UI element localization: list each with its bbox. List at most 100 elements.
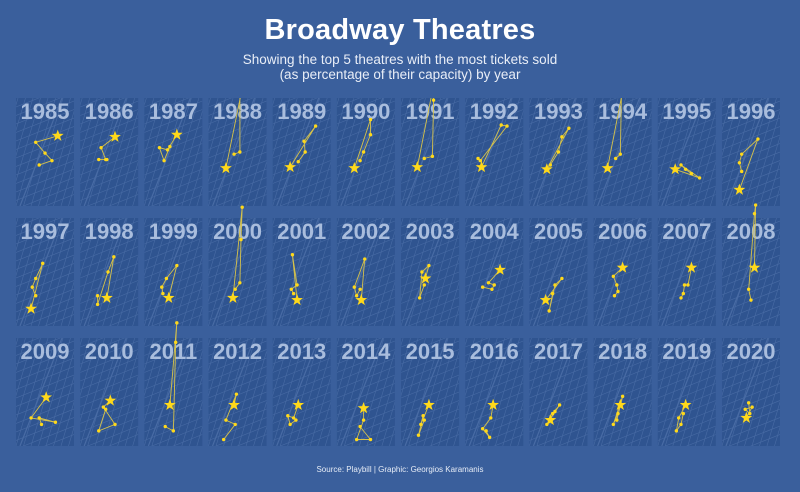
year-panel-2005: 2005 (529, 218, 588, 326)
top-theatre-star (40, 391, 53, 403)
theatre-dot-rank-2 (290, 253, 295, 257)
theatre-dot-rank-5 (105, 157, 109, 162)
top-theatre-star (733, 183, 746, 195)
year-label: 1993 (534, 99, 583, 124)
year-panel-1986: 1986 (80, 98, 139, 206)
theatre-dot-rank-5 (681, 411, 686, 416)
theatre-dot-rank-4 (303, 150, 307, 154)
theatre-dot-rank-4 (354, 294, 359, 298)
theatre-dot-rank-3 (740, 152, 744, 156)
theatre-dot-rank-5 (95, 294, 100, 298)
top-theatre-star (292, 398, 305, 410)
theatre-dot-rank-3 (295, 283, 299, 287)
year-panel-2001: 2001 (272, 218, 331, 326)
theatre-dot-rank-5 (616, 411, 620, 416)
year-panel-1998: 1998 (80, 218, 139, 326)
theatre-dot-rank-2 (750, 405, 754, 409)
year-panel-1997: 1997 (16, 218, 74, 326)
year-panel-1987: 1987 (144, 98, 203, 206)
top-theatre-star (100, 291, 113, 303)
year-label: 2001 (277, 219, 326, 244)
theatre-dot-rank-2 (40, 261, 45, 266)
year-panel-2019: 2019 (657, 338, 716, 446)
year-panel-2013: 2013 (272, 338, 331, 446)
theatre-dot-rank-3 (553, 283, 557, 287)
top-theatre-star (170, 128, 183, 140)
theatre-dot-rank-3 (743, 407, 747, 411)
theatre-dot-rank-2 (615, 418, 619, 422)
theatre-dot-rank-4 (97, 429, 101, 433)
chart-title: Broadway Theatres (264, 14, 536, 46)
top-theatre-star (104, 394, 117, 406)
year-panel-2018: 2018 (593, 338, 652, 446)
theatre-dot-rank-5 (358, 424, 362, 429)
theatre-dot-rank-3 (354, 437, 359, 442)
top-theatre-star (357, 402, 370, 414)
theatre-dot-rank-5 (679, 296, 683, 300)
year-label: 2010 (85, 339, 134, 364)
top-theatre-star (25, 302, 37, 314)
theatre-dot-rank-3 (492, 283, 496, 287)
theatre-dot-rank-5 (422, 283, 426, 287)
top-theatre-star (669, 163, 682, 175)
year-label: 2007 (662, 219, 711, 244)
theatre-dot-rank-3 (106, 270, 110, 274)
theatre-dot-rank-5 (358, 287, 362, 291)
theatre-dot-rank-2 (291, 416, 296, 420)
theatre-dot-rank-5 (480, 285, 485, 289)
street-grid (208, 98, 267, 206)
theatre-dot-rank-2 (34, 140, 38, 144)
theatre-dot-rank-5 (749, 298, 753, 302)
theatre-dot-rank-4 (160, 285, 164, 289)
theatre-dot-rank-5 (232, 152, 236, 156)
theatre-dot-rank-4 (746, 287, 751, 291)
year-panel-1994: 1994 (593, 98, 652, 206)
year-panel-1985: 1985 (16, 98, 74, 206)
theatre-dot-rank-2 (99, 145, 103, 150)
theatre-dot-rank-3 (682, 283, 687, 287)
year-label: 1987 (149, 99, 198, 124)
theatre-dot-rank-4 (368, 437, 373, 442)
top-theatre-star (355, 293, 368, 306)
theatre-dot-rank-3 (368, 133, 373, 137)
theatre-dot-rank-5 (612, 294, 617, 298)
top-theatre-star (748, 261, 761, 273)
small-multiples-grid: 1985 1986 1987 1988 1989 1990 1991 1992 1993 1994… (16, 98, 780, 446)
theatre-dot-rank-3 (157, 145, 162, 150)
year-label: 2006 (598, 219, 647, 244)
theatre-dot-rank-4 (417, 296, 422, 300)
street-grid (272, 338, 331, 446)
top-theatre-star (163, 398, 176, 410)
street-grid (657, 218, 716, 326)
year-panel-2016: 2016 (465, 338, 524, 446)
year-panel-2008: 2008 (721, 203, 780, 326)
theatre-dot-rank-5 (740, 169, 744, 174)
year-panel-2012: 2012 (208, 338, 267, 446)
theatre-dot-rank-2 (363, 257, 367, 261)
theatre-dot-rank-4 (737, 161, 742, 165)
top-theatre-star (348, 162, 361, 174)
top-theatre-star (51, 129, 64, 141)
street-grid (272, 98, 331, 206)
theatre-dot-rank-5 (422, 418, 426, 422)
theatre-dot-rank-4 (238, 150, 242, 154)
year-label: 2017 (534, 339, 583, 364)
top-theatre-star (475, 160, 488, 173)
year-panel-1991: 1991 (401, 98, 460, 206)
theatre-dot-rank-5 (39, 422, 44, 427)
year-panel-1999: 1999 (144, 218, 203, 326)
year-panel-2007: 2007 (657, 218, 716, 326)
year-panel-2017: 2017 (529, 338, 588, 446)
theatre-dot-rank-5 (163, 424, 167, 429)
year-panel-2006: 2006 (593, 218, 652, 326)
street-grid (336, 218, 395, 326)
theatre-dot-rank-4 (171, 429, 176, 433)
theatre-dot-rank-5 (689, 171, 694, 176)
street-grid (593, 218, 652, 326)
theatre-dot-rank-5 (221, 437, 226, 442)
year-label: 2018 (598, 339, 647, 364)
theatre-dot-rank-4 (416, 433, 421, 437)
theatre-dot-rank-2 (427, 263, 431, 268)
rank-connector (225, 98, 241, 169)
top-theatre-star (419, 272, 432, 284)
